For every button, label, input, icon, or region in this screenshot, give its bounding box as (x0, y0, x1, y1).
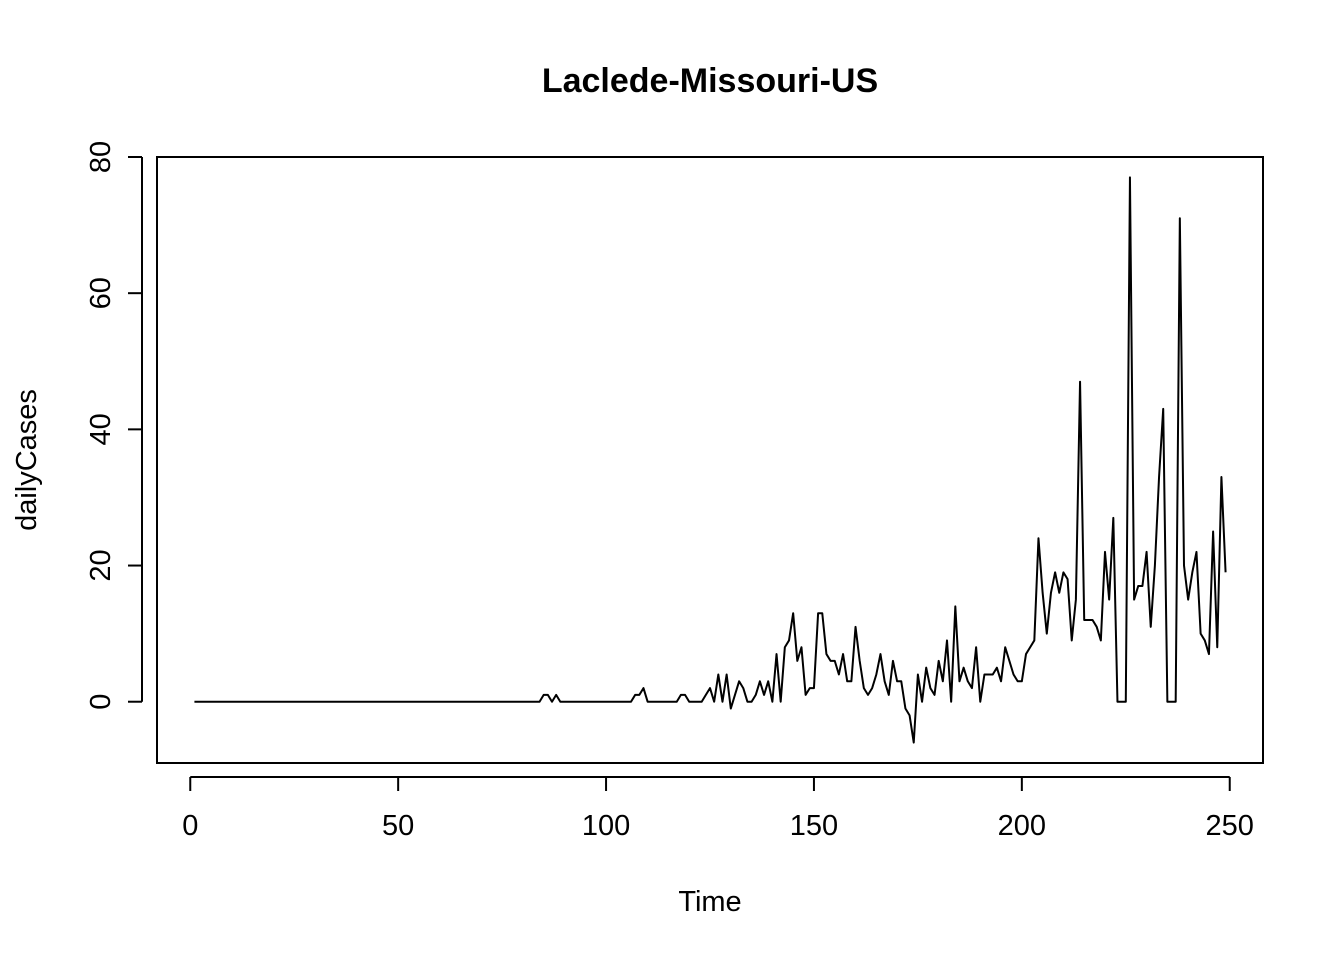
x-tick-label: 100 (582, 810, 630, 842)
x-tick-label: 150 (790, 810, 838, 842)
y-axis: 0 20 40 60 80 (85, 141, 143, 710)
y-tick-label: 40 (85, 413, 117, 445)
x-tick-label: 250 (1206, 810, 1254, 842)
plot-frame (156, 156, 1264, 764)
y-tick-label: 60 (85, 277, 117, 309)
daily-cases-series-line (194, 176, 1227, 744)
y-axis-label: dailyCases (11, 389, 43, 531)
y-tick-label: 80 (85, 141, 117, 173)
chart-title: Laclede-Missouri-US (542, 62, 878, 100)
y-tick-label: 0 (85, 694, 117, 710)
y-tick-label: 20 (85, 549, 117, 581)
x-tick-label: 200 (998, 810, 1046, 842)
x-axis: 0 50 100 150 200 250 (182, 776, 1254, 842)
x-axis-label: Time (678, 886, 741, 918)
x-tick-label: 0 (182, 810, 198, 842)
x-tick-label: 50 (382, 810, 414, 842)
